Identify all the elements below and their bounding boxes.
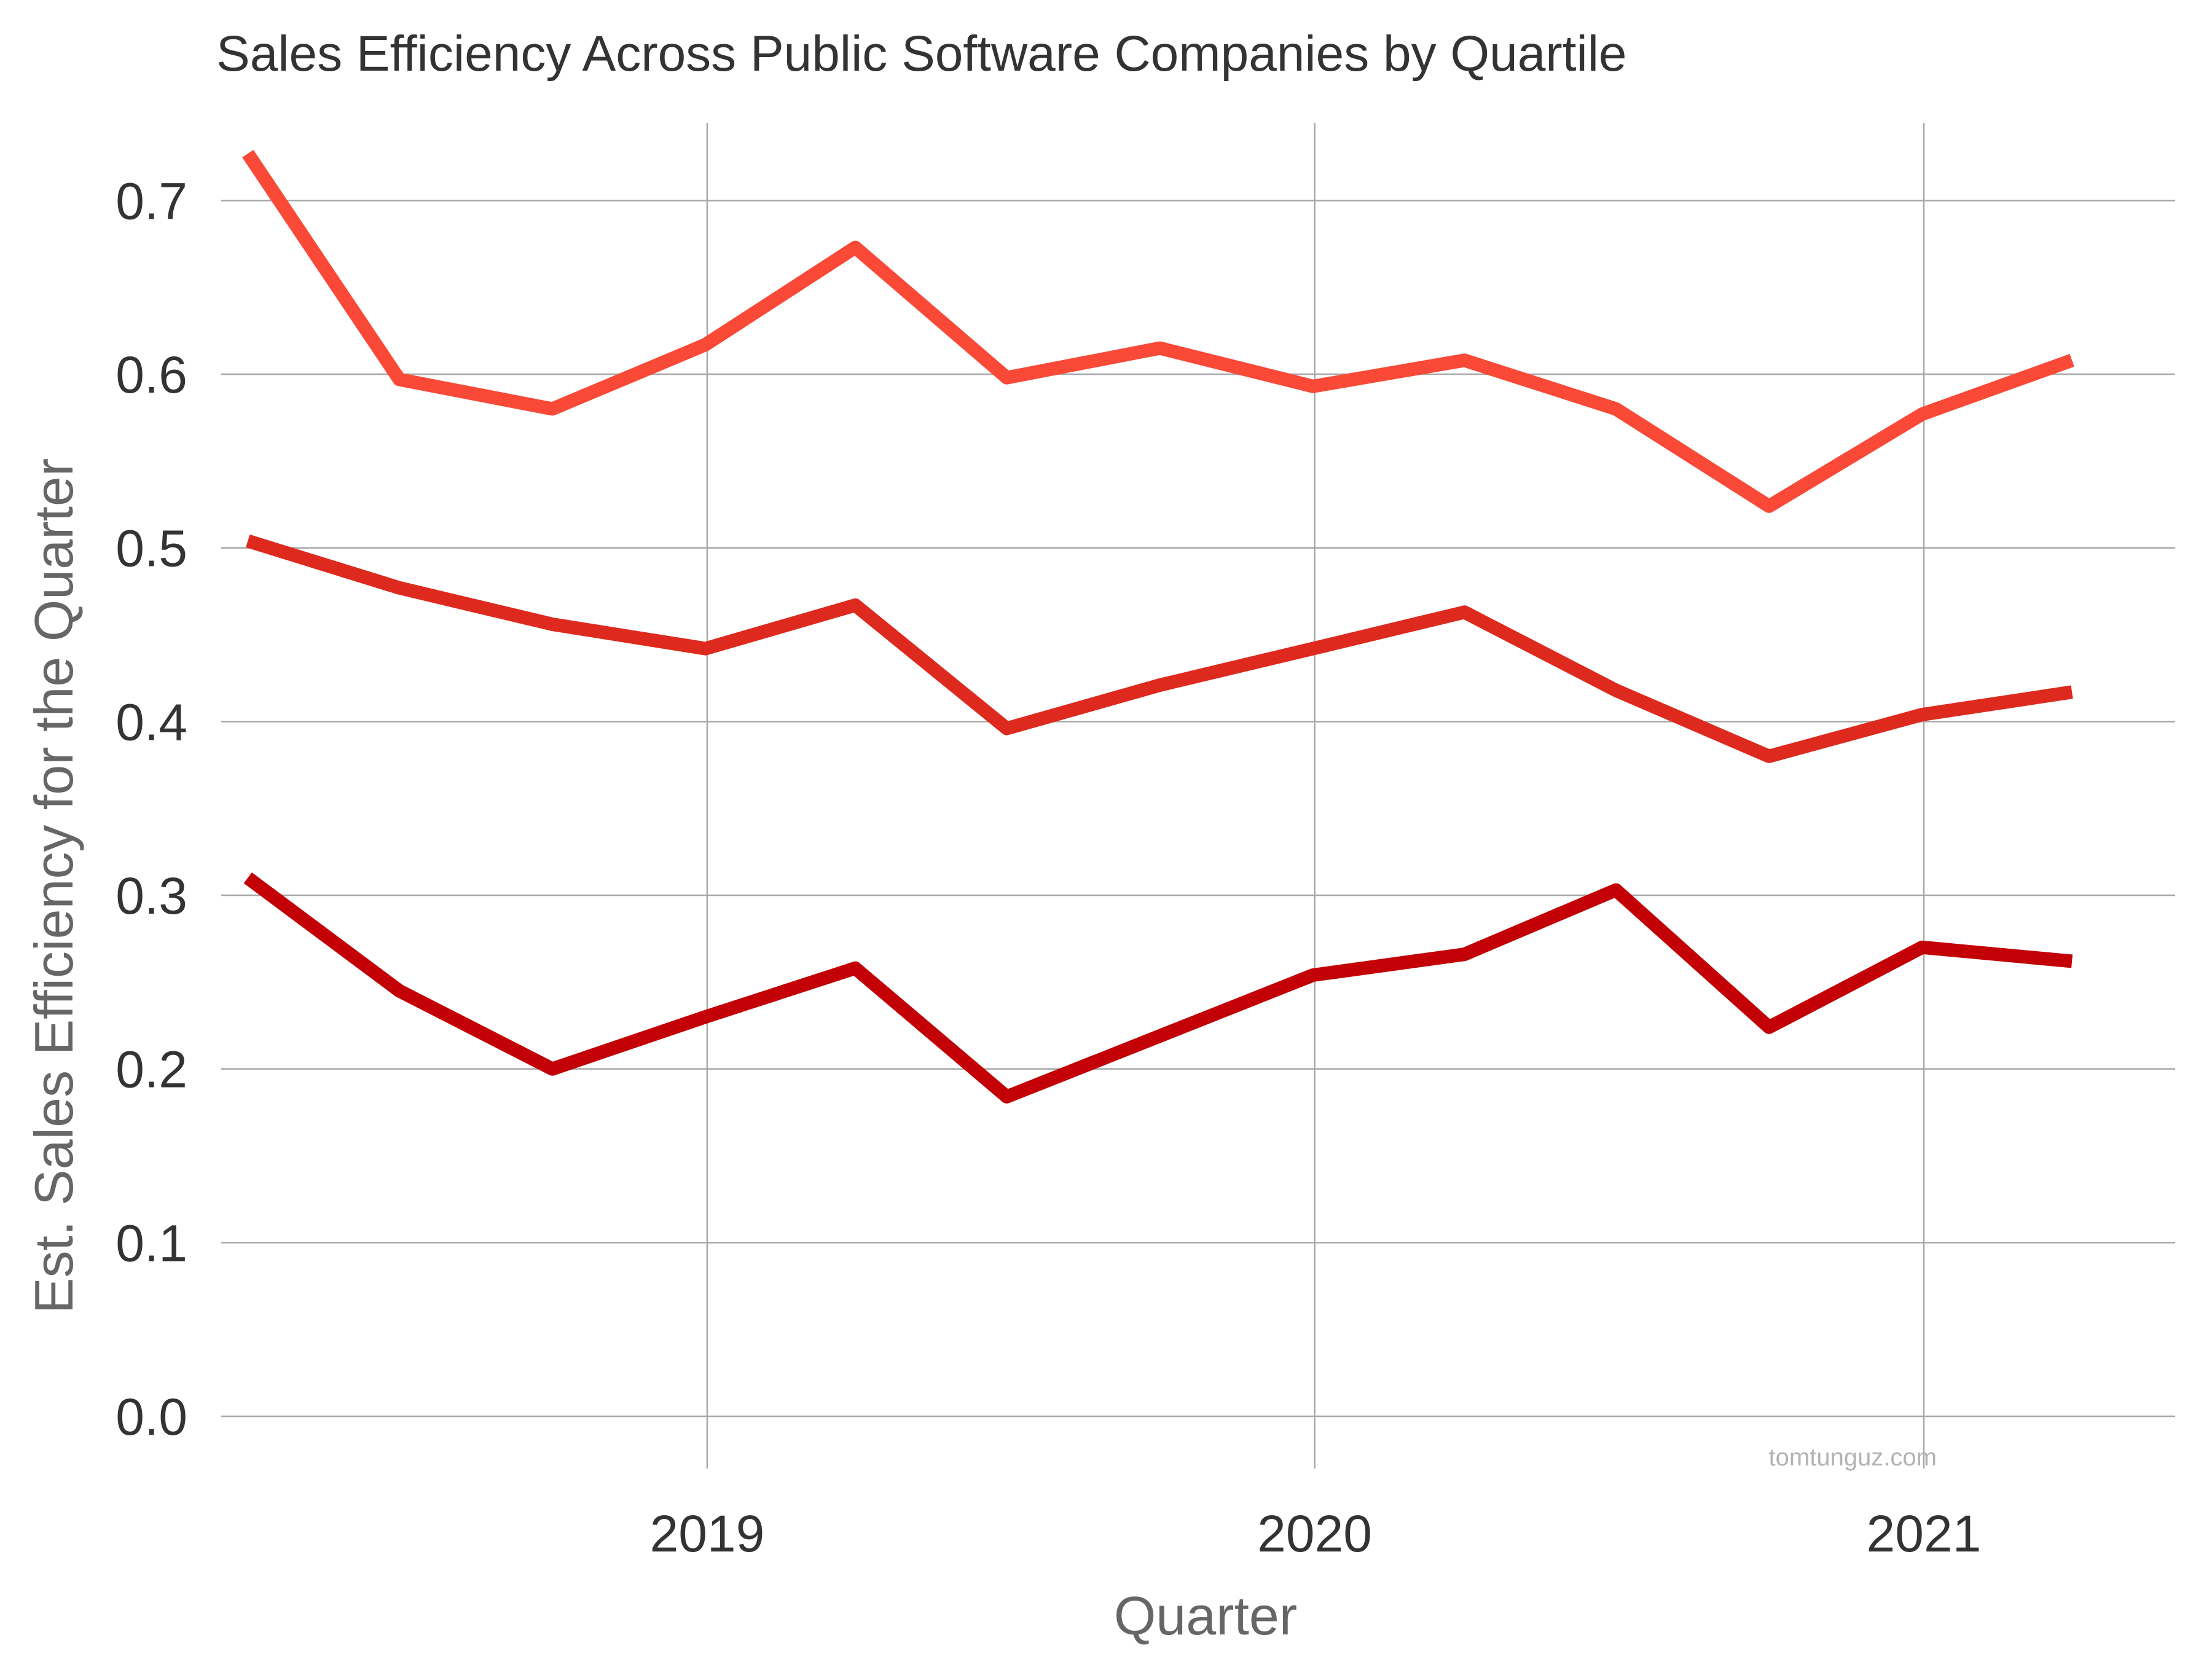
x-tick-label: 2021 [1867,1505,1982,1563]
series-lines [242,149,2074,1104]
y-tick-label: 0.5 [116,520,187,578]
y-axis-label: Est. Sales Efficiency for the Quarter [23,458,84,1314]
x-tick-label: 2020 [1257,1505,1372,1563]
y-tick-label: 0.7 [116,172,187,230]
y-tick-label: 0.6 [116,346,187,404]
y-tick-label: 0.4 [116,693,187,751]
x-tick-label: 2019 [649,1505,764,1563]
y-tick-label: 0.3 [116,867,187,925]
chart-title: Sales Efficiency Across Public Software … [216,26,1627,82]
y-tick-label: 0.2 [116,1041,187,1099]
grid [221,123,2175,1469]
x-axis-label: Quarter [1114,1585,1297,1646]
series-line-3 [243,872,2073,1104]
tick-labels: 0.0 0.1 0.2 0.3 0.4 0.5 0.6 0.7 2019 2020 2021 [116,172,1981,1563]
watermark: tomtunguz.com [1769,1444,1937,1471]
y-tick-label: 0.1 [116,1214,187,1272]
series-line-1 [242,149,2074,513]
y-tick-label: 0.0 [116,1388,187,1446]
series-line-2 [246,534,2073,763]
